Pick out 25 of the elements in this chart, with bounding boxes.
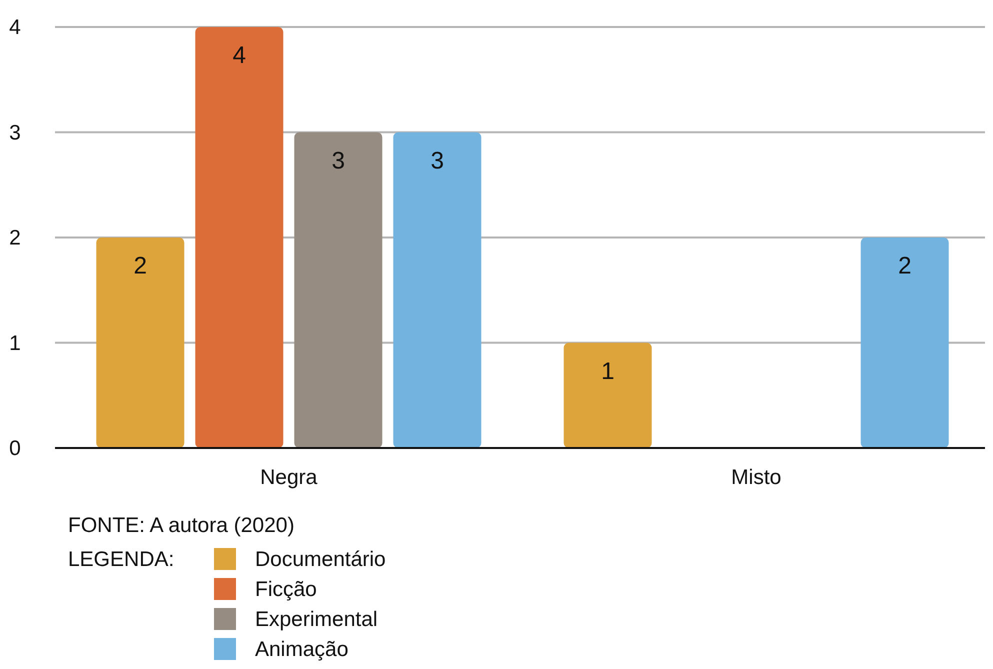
data-label: 3: [430, 147, 444, 174]
y-tick-label: 1: [9, 332, 21, 355]
bar: [195, 27, 284, 448]
data-label: 4: [232, 42, 246, 69]
bar: [393, 132, 482, 448]
data-label: 1: [601, 358, 614, 385]
data-label: 3: [332, 147, 345, 174]
data-label: 2: [134, 252, 147, 280]
y-tick-label: 0: [9, 437, 21, 460]
bar: [860, 238, 949, 448]
y-tick-label: 2: [9, 226, 21, 250]
legend-title: LEGENDA:: [68, 548, 174, 571]
legend-label: Documentário: [255, 548, 386, 571]
x-tick-label: Misto: [731, 466, 782, 489]
bar: [564, 342, 652, 448]
legend-label: Ficção: [255, 578, 317, 601]
data-label: 2: [898, 252, 912, 280]
x-tick-label: Negra: [260, 466, 318, 489]
bar: [96, 238, 184, 448]
legend-label: Animação: [255, 638, 348, 661]
bar: [294, 132, 382, 448]
y-tick-label: 4: [9, 16, 22, 39]
source-note: FONTE: A autora (2020): [68, 514, 294, 537]
legend-label: Experimental: [255, 608, 378, 631]
y-tick-label: 3: [9, 121, 21, 144]
